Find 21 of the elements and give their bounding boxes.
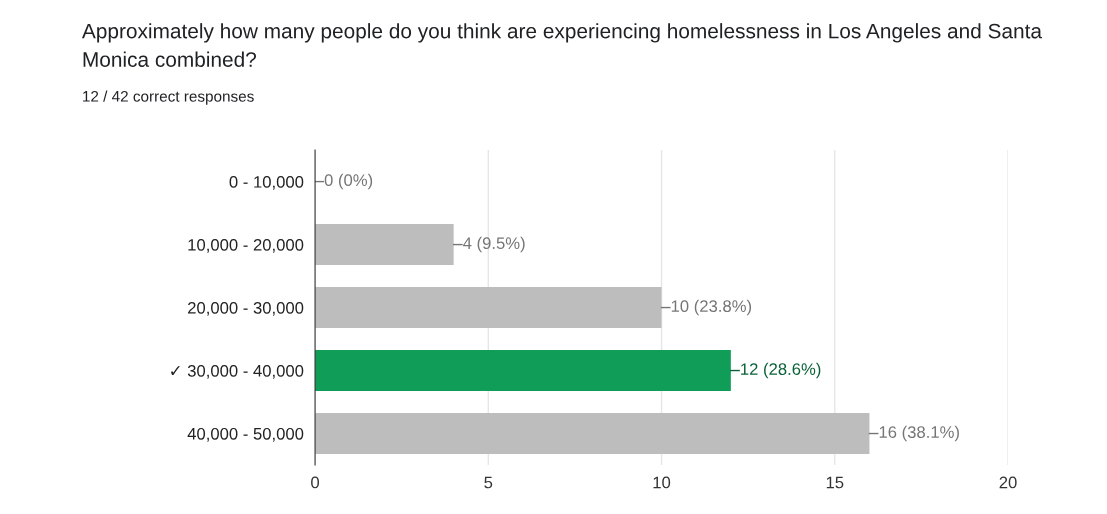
y-tick-label: 40,000 - 50,000 — [187, 427, 304, 442]
data-label: 4 (9.5%) — [463, 236, 525, 253]
x-tick-label: 20 — [999, 476, 1017, 489]
data-label: 0 (0%) — [324, 173, 373, 190]
data-label: 10 (23.8%) — [671, 299, 752, 316]
bar — [315, 287, 662, 329]
bar — [315, 413, 870, 454]
bar — [315, 350, 731, 392]
y-tick-label: 10,000 - 20,000 — [188, 238, 304, 253]
data-label: 16 (38.1%) — [879, 425, 959, 442]
x-tick-label: 15 — [826, 476, 844, 489]
chart-title: Approximately how many people do you think are experiencing homelessness in Los Angeles and Santa Monica combined? — [81, 23, 1042, 67]
bar — [315, 224, 454, 266]
y-tick-label: 0 - 10,000 — [229, 175, 304, 190]
x-tick-label: 5 — [484, 476, 493, 489]
x-tick-label: 10 — [653, 476, 671, 489]
text: 12 / 42 correct responses — [83, 90, 254, 105]
y-tick-label: 20,000 - 30,000 — [188, 301, 304, 316]
y-tick-label: ✓ 30,000 - 40,000 — [171, 364, 304, 379]
x-tick-label: 0 — [311, 476, 320, 489]
data-label: 12 (28.6%) — [741, 362, 821, 379]
